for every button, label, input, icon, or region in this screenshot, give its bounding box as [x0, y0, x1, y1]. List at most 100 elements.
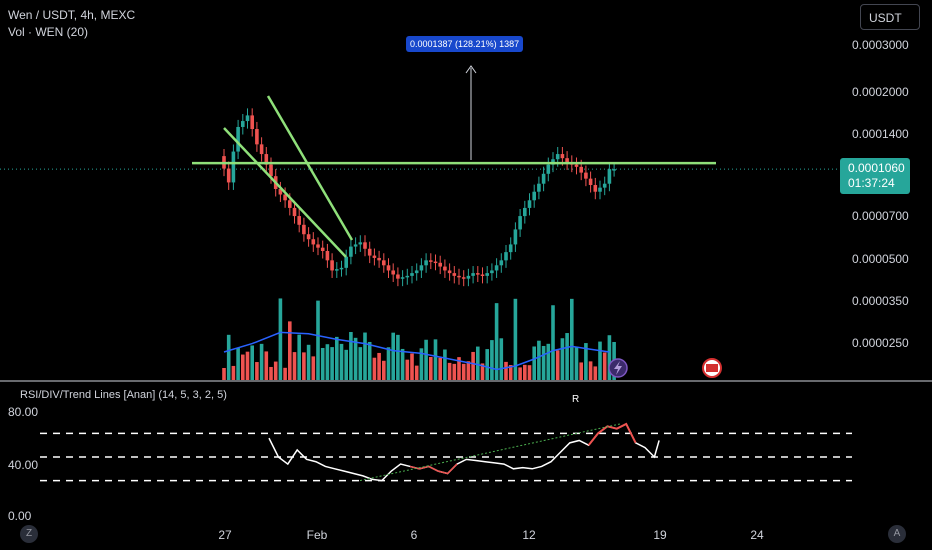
volume-bar: [363, 332, 367, 380]
candle-body: [433, 261, 438, 264]
bar-countdown: 01:37:24: [848, 176, 895, 190]
volume-bar: [499, 338, 504, 380]
volume-bar: [419, 348, 424, 380]
candle-body: [231, 151, 236, 183]
candle-body: [283, 194, 287, 201]
rsi-divergence-segment: [409, 463, 458, 475]
volume-bar: [452, 363, 457, 380]
volume-bar: [476, 346, 480, 380]
candle-body: [527, 200, 532, 208]
candle-body: [537, 183, 541, 192]
x-axis-label: 6: [410, 528, 418, 542]
volume-bar: [555, 350, 560, 380]
rsi-divergence-segment: [587, 422, 637, 446]
candle-body: [532, 191, 536, 201]
candle-body: [602, 183, 607, 188]
candle-body: [560, 154, 565, 159]
x-axis-label: 27: [218, 528, 232, 542]
volume-bar: [588, 361, 593, 380]
price-label: 0.0000250: [852, 336, 909, 350]
volume-bar: [391, 332, 395, 380]
candle-body: [476, 273, 480, 275]
volume-bar: [513, 298, 518, 380]
candle-body: [555, 154, 560, 160]
volume-bar: [325, 344, 330, 380]
candle-body: [461, 277, 466, 279]
x-axis-label: 19: [653, 528, 667, 542]
candle-body: [490, 270, 494, 274]
volume-bar: [316, 300, 320, 380]
price-label: 0.0003000: [852, 38, 909, 52]
volume-bar: [288, 321, 292, 380]
x-axis-label: 24: [750, 528, 764, 542]
candle-body: [288, 200, 292, 208]
volume-bar: [320, 347, 325, 380]
currency-button[interactable]: USDT: [860, 4, 920, 30]
volume-bar: [250, 345, 254, 380]
volume-bar: [565, 333, 569, 380]
candle-body: [349, 246, 353, 257]
volume-bar: [382, 360, 386, 380]
candle-body: [499, 260, 504, 266]
candle-body: [443, 266, 447, 271]
candle-body: [278, 188, 283, 195]
x-axis-label: 12: [522, 528, 536, 542]
zoom-button[interactable]: Z: [20, 525, 38, 543]
candle-body: [523, 207, 527, 217]
rsi-axis-label: 80.00: [8, 405, 39, 419]
volume-bar: [372, 357, 377, 380]
candle-body: [226, 168, 231, 183]
candle-body: [377, 257, 381, 261]
volume-bar: [358, 347, 363, 380]
candle-body: [316, 244, 320, 248]
candle-body: [513, 229, 518, 245]
volume-bar: [490, 340, 494, 380]
volume-bar: [494, 303, 499, 380]
volume-bar: [508, 365, 513, 380]
volume-bar: [344, 349, 348, 380]
volume-bar: [386, 347, 391, 380]
volume-bar: [541, 345, 546, 380]
price-range-label[interactable]: 0.0001387 (128.21%) 1387: [406, 36, 524, 52]
us-flag-icon: [706, 364, 718, 372]
volume-bar: [480, 363, 485, 380]
volume-bar: [292, 352, 297, 380]
volume-bar: [297, 334, 301, 380]
candle-body: [485, 273, 489, 276]
candle-body: [367, 248, 372, 256]
symbol-title: Wen / USDT, 4h, MEXC: [8, 8, 136, 22]
volume-bar: [598, 341, 602, 380]
divergence-marker: R: [572, 394, 580, 405]
candle-body: [255, 129, 259, 145]
volume-bar: [236, 347, 240, 380]
volume-bar: [551, 305, 555, 380]
candle-body: [400, 277, 405, 279]
volume-bar: [570, 298, 574, 380]
candle-body: [358, 242, 363, 245]
candle-body: [344, 256, 348, 268]
candle-body: [335, 269, 339, 271]
candle-body: [292, 207, 297, 217]
volume-bar: [438, 357, 442, 380]
volume-bar: [349, 332, 353, 380]
volume-bar: [537, 340, 541, 380]
volume-bar: [518, 367, 522, 380]
volume-bar: [447, 362, 452, 380]
price-label: 0.0000700: [852, 209, 909, 223]
candle-body: [518, 216, 522, 230]
candle-body: [405, 275, 410, 278]
volume-bar: [414, 365, 419, 380]
volume-bar: [241, 354, 245, 380]
target-arrow-head: [465, 65, 477, 74]
candle-body: [269, 164, 273, 177]
volume-bar: [302, 352, 306, 380]
volume-bar: [255, 362, 259, 380]
volume-bar: [433, 339, 438, 380]
candle-body: [297, 216, 301, 225]
price-label: 0.0000500: [852, 252, 909, 266]
candle-body: [480, 274, 485, 276]
candle-body: [438, 262, 442, 267]
auto-scale-button[interactable]: A: [888, 525, 906, 543]
